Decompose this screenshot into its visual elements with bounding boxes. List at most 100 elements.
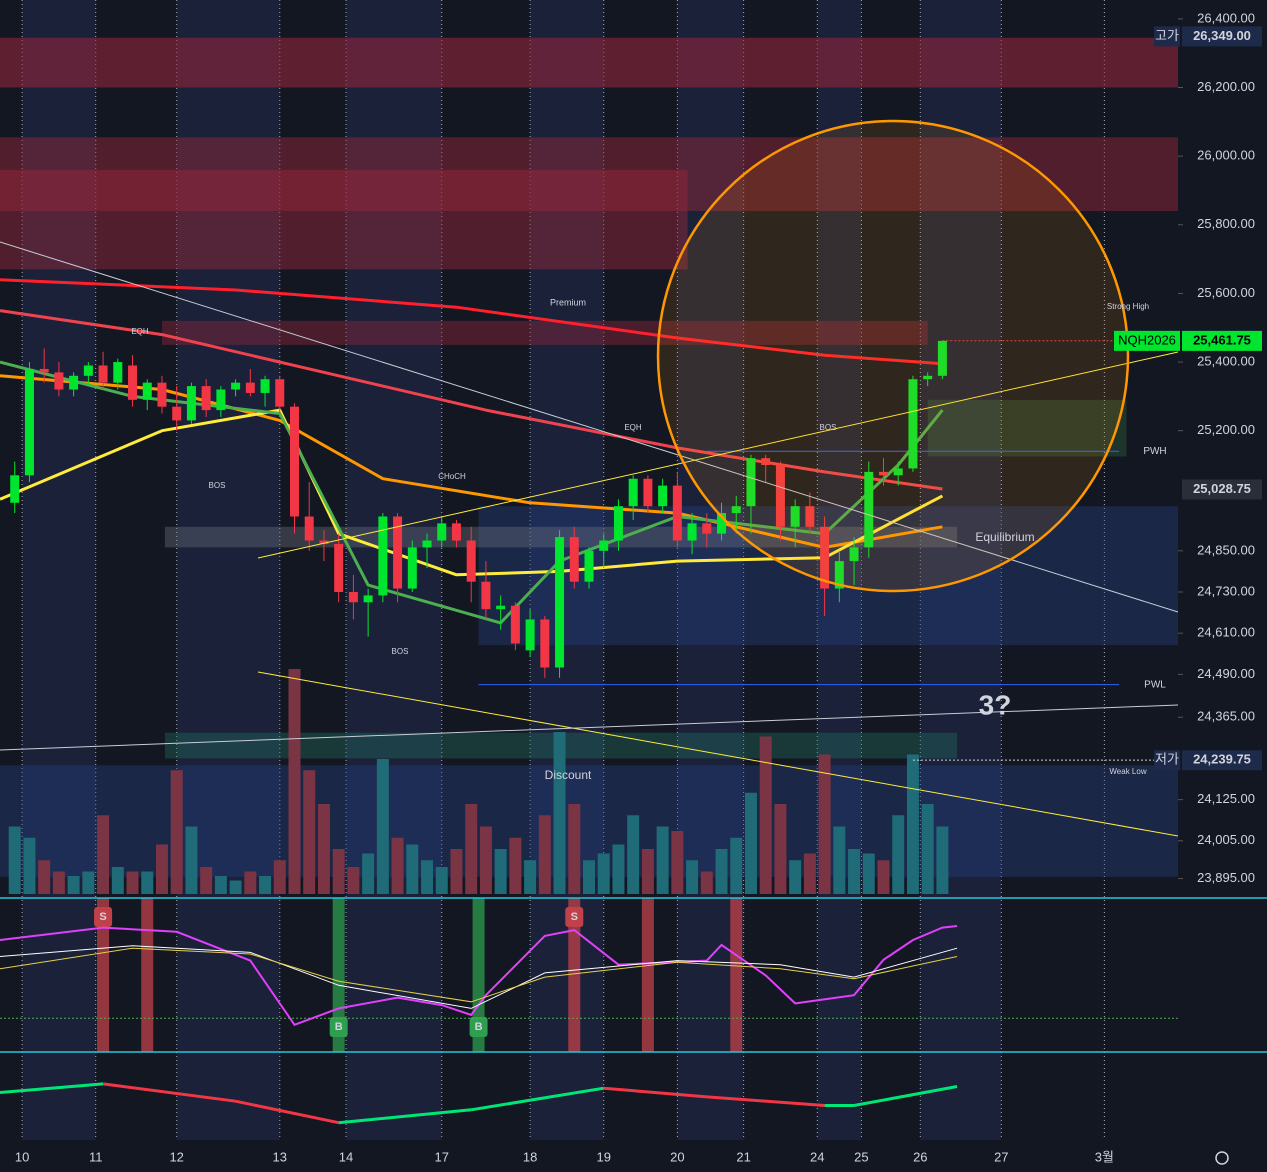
momentum-segment — [338, 1108, 472, 1125]
y-tick-label: 24,365.00 — [1197, 709, 1255, 724]
y-tick-label: 26,400.00 — [1197, 10, 1255, 25]
candle-body — [481, 581, 491, 610]
candle-body — [290, 406, 299, 517]
level-label: PWH — [1143, 446, 1166, 457]
structure-label: BOS — [209, 481, 226, 490]
signal-label: S — [571, 911, 578, 923]
signal-label: B — [475, 1021, 483, 1033]
y-tick-label: 23,895.00 — [1197, 870, 1255, 885]
momentum-segment — [706, 1095, 825, 1107]
candle-body — [304, 516, 314, 541]
zone-label: Discount — [545, 768, 592, 782]
volume-bar — [450, 849, 463, 894]
signal-bar — [332, 898, 345, 1052]
zone — [927, 399, 1127, 457]
volume-bar — [391, 837, 404, 894]
volume-bar — [347, 867, 360, 894]
volume-bar — [936, 826, 949, 894]
annotation-note: 3? — [979, 689, 1012, 720]
settings-icon[interactable] — [1215, 1151, 1229, 1165]
volume-bar — [877, 860, 890, 894]
volume-bar — [406, 844, 419, 894]
x-tick-label: 14 — [339, 1149, 353, 1164]
y-tick-label: 26,000.00 — [1197, 148, 1255, 163]
price-badge — [1182, 750, 1262, 771]
candle-body — [613, 506, 623, 541]
x-tick-label: 12 — [169, 1149, 183, 1164]
candle-body — [805, 506, 815, 527]
y-tick-label: 24,125.00 — [1197, 791, 1255, 806]
volume-bar — [906, 754, 919, 894]
candle-body — [186, 386, 196, 421]
candle-body — [348, 591, 358, 603]
candle-body — [584, 550, 594, 582]
candle-body — [761, 458, 771, 466]
volume-bar — [214, 876, 227, 894]
volume-bar — [509, 837, 522, 894]
candle-body — [702, 523, 712, 534]
candle-body — [599, 540, 609, 551]
candle-body — [260, 379, 270, 393]
volume-bar — [67, 876, 80, 894]
candle-body — [54, 372, 64, 390]
price-badge-name: NQH2026 — [1118, 332, 1176, 347]
oscillator-line — [0, 925, 958, 1027]
candle-body — [245, 382, 255, 393]
x-tick-label: 10 — [15, 1149, 29, 1164]
x-tick-label: 17 — [435, 1149, 449, 1164]
candle-body — [98, 365, 108, 383]
ma-line — [0, 374, 943, 549]
volume-bar — [759, 736, 772, 894]
highlight-circle — [656, 119, 1130, 593]
candle-body — [69, 375, 79, 390]
volume-bar — [155, 844, 168, 894]
volume-bar — [170, 770, 183, 894]
y-tick-label: 24,610.00 — [1197, 625, 1255, 640]
y-tick-label: 26,200.00 — [1197, 79, 1255, 94]
price-badge-name: 저가 — [1155, 752, 1179, 767]
candle-body — [363, 595, 373, 603]
volume-bar — [362, 853, 375, 894]
candle-body — [849, 547, 859, 562]
volume-bar — [259, 876, 272, 894]
candle-body — [628, 478, 638, 507]
structure-label: BOS — [392, 647, 409, 656]
candle-body — [937, 340, 947, 376]
signal-badge — [565, 907, 584, 927]
price-axis-bg — [1178, 0, 1267, 1140]
candle-body — [39, 368, 49, 373]
price-badge-label: 24,239.75 — [1193, 752, 1251, 767]
candle-body — [407, 547, 417, 589]
x-tick-label: 26 — [913, 1149, 927, 1164]
x-tick-label: 20 — [670, 1149, 684, 1164]
candle-body — [555, 537, 565, 668]
structure-label: EQH — [131, 327, 149, 336]
price-badge-label: 25,461.75 — [1193, 332, 1251, 347]
volume-bar — [97, 815, 110, 894]
candle-body — [834, 561, 844, 589]
candle-body — [451, 523, 461, 541]
price-badge-label: 26,349.00 — [1193, 28, 1251, 43]
volume-bar — [818, 754, 831, 894]
candle-body — [923, 375, 933, 380]
price-badge — [1182, 479, 1262, 500]
signal-badge — [94, 907, 113, 927]
volume-bar — [317, 804, 330, 894]
candle-body — [216, 389, 226, 411]
volume-bar — [686, 860, 699, 894]
volume-bar — [612, 844, 625, 894]
signal-bar — [730, 898, 743, 1052]
momentum-segment — [603, 1086, 707, 1099]
price-badge-name-bg — [1114, 330, 1180, 351]
signal-bar — [97, 898, 110, 1052]
candle-body — [540, 619, 550, 668]
volume-bar — [303, 770, 316, 894]
zone — [0, 169, 688, 270]
volume-bar — [671, 831, 684, 894]
candle-body — [393, 516, 403, 589]
signal-badge — [329, 1017, 348, 1037]
x-tick-label: 24 — [810, 1149, 824, 1164]
candle-body — [496, 605, 506, 610]
candle-body — [231, 382, 241, 390]
candle-body — [128, 365, 138, 400]
